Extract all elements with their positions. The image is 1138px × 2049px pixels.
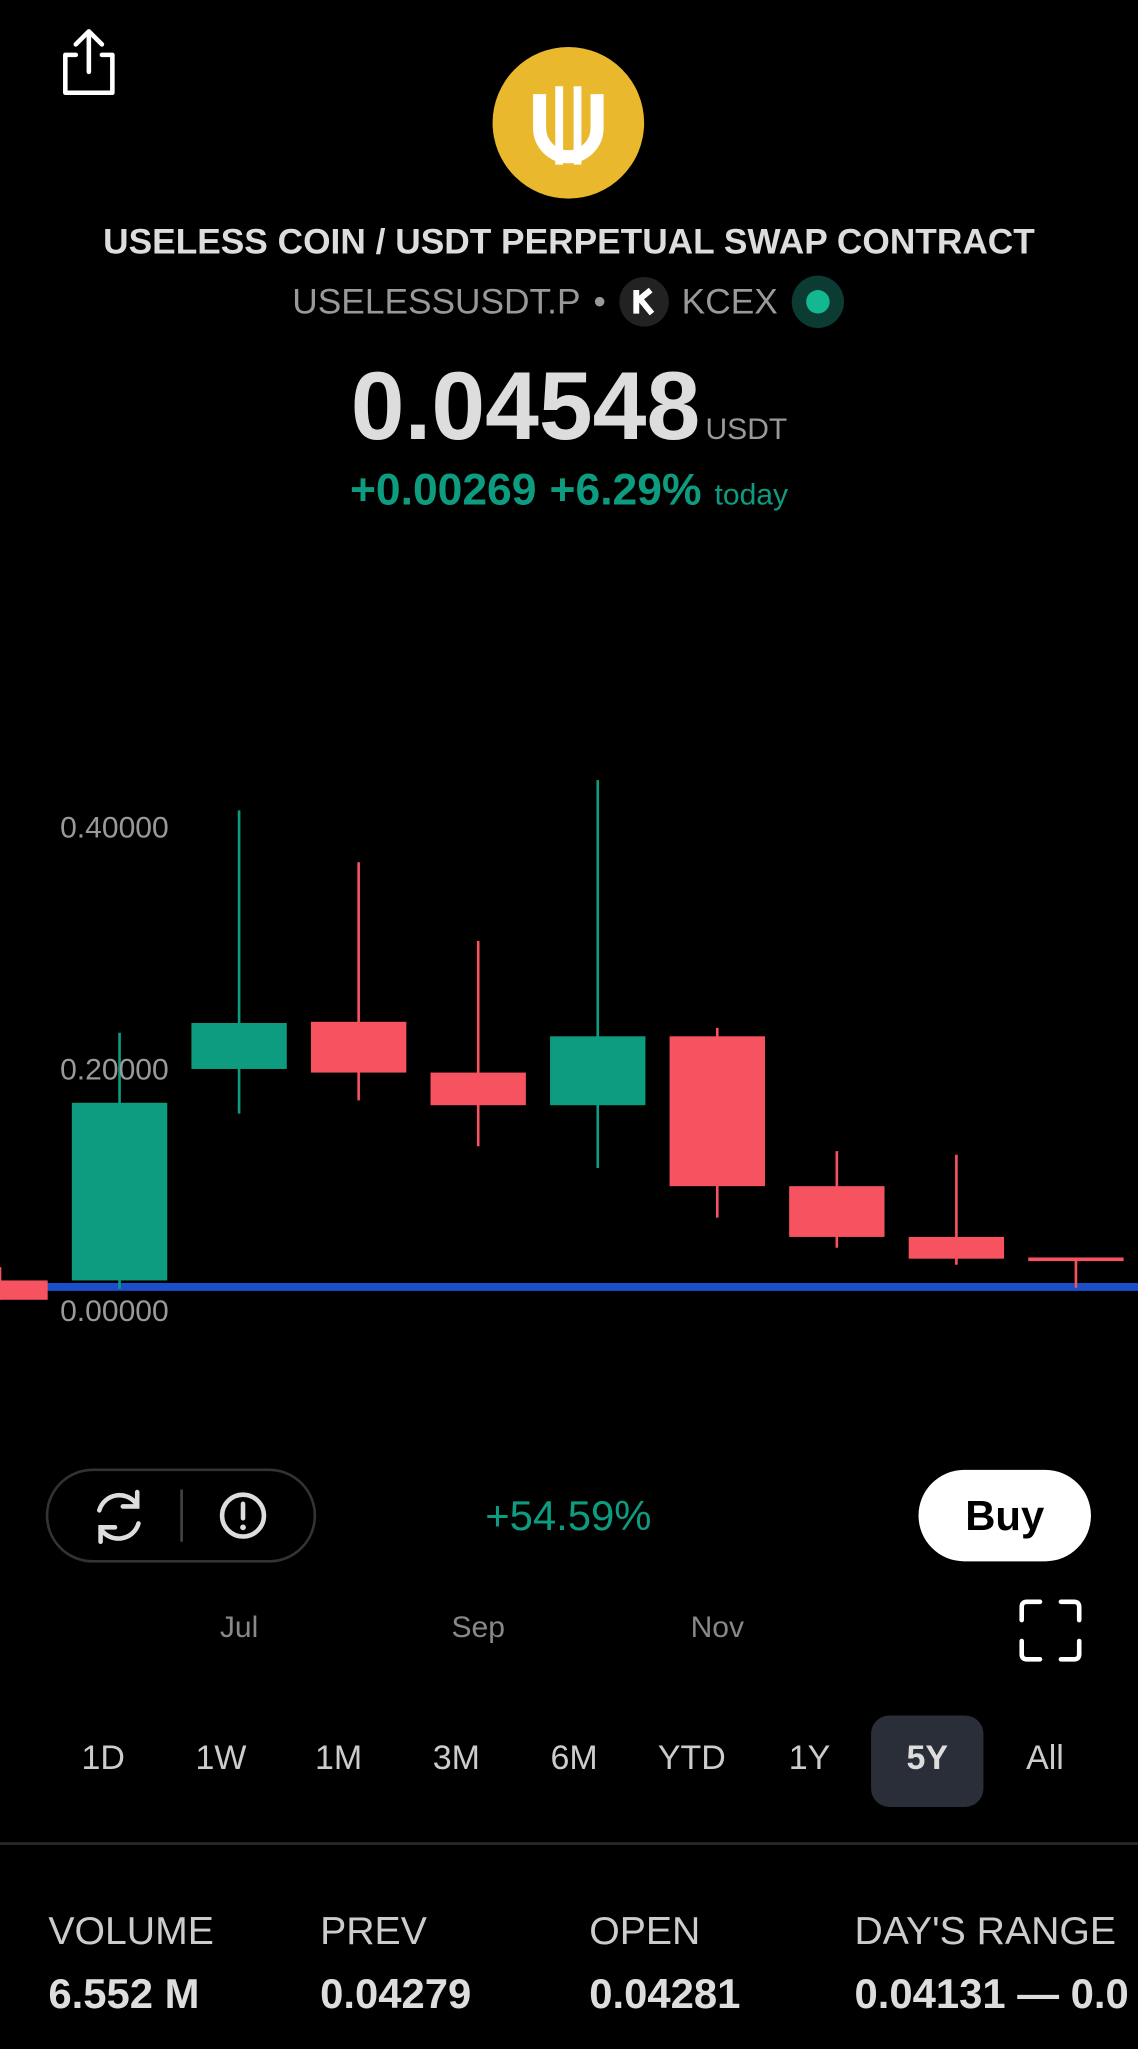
stat-value: 6.552 M (48, 1970, 200, 2018)
exchange-icon (618, 276, 669, 327)
fullscreen-icon[interactable] (1019, 1599, 1082, 1662)
change: +0.00269 (349, 465, 537, 515)
period-return: +54.59% (485, 1492, 652, 1540)
range-button[interactable]: 1M (315, 1737, 363, 1777)
stat-label: OPEN (589, 1910, 701, 1954)
candle-body (0, 1280, 48, 1300)
price: 0.04548 (350, 351, 701, 460)
range-button[interactable]: 1Y (788, 1737, 831, 1777)
candle-body (430, 1072, 526, 1106)
change-percent: +6.29% (549, 465, 702, 515)
range-button[interactable]: All (1026, 1737, 1064, 1777)
x-tick-label: Sep (451, 1611, 504, 1644)
stat-label: PREV (320, 1910, 427, 1954)
buy-label[interactable]: Buy (965, 1492, 1045, 1540)
status-icon (792, 275, 845, 328)
price-row: 0.04548 USDT (0, 350, 1138, 461)
candle-body (789, 1186, 885, 1237)
refresh-icon[interactable] (97, 1489, 141, 1545)
candle-body (71, 1102, 168, 1281)
y-tick-label: 0.00000 (60, 1295, 169, 1328)
dot: • (593, 281, 606, 321)
stat-label: DAY'S RANGE (854, 1910, 1117, 1954)
stats: VOLUME 6.552 M PREV 0.04279 OPEN 0.04281 DAY'S… (0, 1910, 1138, 2028)
subtitle: USELESSUSDT.P • KCEX (0, 274, 1138, 329)
title: USELESS COIN / USDT PERPETUAL SWAP CONTR… (103, 222, 1035, 262)
tool-pill (45, 1468, 317, 1563)
candle-body (191, 1023, 287, 1069)
x-tick-label: Nov (691, 1611, 744, 1644)
coin-logo (492, 47, 645, 199)
range-button[interactable]: 1D (81, 1737, 125, 1777)
exchange: KCEX (681, 281, 778, 321)
range-button[interactable]: 5Y (906, 1737, 949, 1777)
stat-value: 0.04279 (320, 1970, 472, 2018)
ticker: USELESSUSDT.P (292, 281, 581, 321)
y-tick-label: 0.40000 (60, 812, 169, 845)
unit: USDT (705, 411, 788, 446)
range-button[interactable]: YTD (657, 1737, 726, 1777)
range-button[interactable]: 3M (432, 1737, 480, 1777)
stat-label: VOLUME (48, 1910, 214, 1954)
candle-body (1028, 1257, 1124, 1262)
selected-range (871, 1715, 984, 1807)
y-tick-label: 0.20000 (60, 1053, 169, 1086)
period: today (714, 476, 789, 511)
stat-value: 0.04281 (589, 1970, 741, 2018)
candle-body (310, 1021, 407, 1073)
alert-icon[interactable] (219, 1492, 267, 1539)
candle-body (550, 1036, 646, 1106)
stat-value: 0.04131 — 0.0 (854, 1970, 1129, 2018)
share-icon[interactable] (63, 29, 115, 96)
change-row: +0.00269 +6.29% today (0, 465, 1138, 516)
candle-body (908, 1236, 1005, 1259)
range-button[interactable]: 1W (195, 1737, 247, 1777)
buy-button[interactable] (918, 1469, 1091, 1562)
x-tick-label: Jul (220, 1611, 258, 1644)
range-bar: 1D 1W 1M 3M 6M YTD 1Y 5Y All (0, 1738, 1138, 1790)
range-button[interactable]: 6M (550, 1737, 598, 1777)
candle-body (669, 1036, 765, 1187)
